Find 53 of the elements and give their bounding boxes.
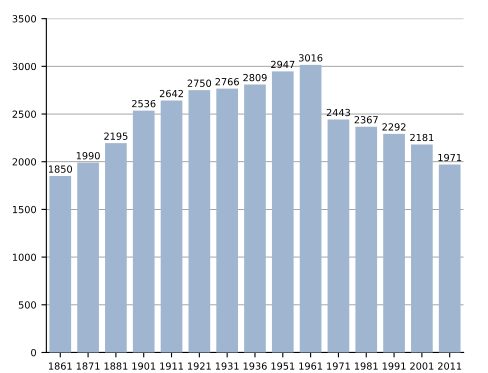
data-label: 2809 — [243, 74, 267, 82]
data-label: 3016 — [298, 54, 322, 62]
x-tick-label: 1911 — [160, 362, 184, 370]
x-tick-label: 2011 — [438, 362, 462, 370]
y-tick-label: 500 — [18, 301, 36, 309]
x-tick-label: 1901 — [132, 362, 156, 370]
x-tick-label: 1981 — [354, 362, 378, 370]
y-tick-label: 0 — [31, 348, 36, 356]
bar — [105, 143, 127, 352]
data-label: 2292 — [382, 123, 406, 131]
bar — [188, 90, 210, 352]
x-tick-label: 1871 — [76, 362, 100, 370]
data-label: 2947 — [271, 60, 294, 68]
data-label: 2750 — [188, 80, 212, 87]
x-tick-label: 1951 — [271, 362, 294, 370]
y-tick-label: 1500 — [12, 206, 36, 214]
data-label: 1850 — [48, 165, 72, 173]
bar — [438, 164, 461, 352]
y-tick-label: 2000 — [12, 158, 36, 166]
y-tick-label: 3500 — [12, 15, 36, 22]
x-tick-label: 2001 — [410, 362, 434, 370]
bar — [160, 100, 182, 352]
bar — [411, 144, 433, 352]
x-tick-label: 1991 — [382, 362, 406, 370]
data-label: 1990 — [76, 152, 100, 160]
data-label: 2367 — [354, 116, 378, 124]
y-tick-label: 2500 — [12, 110, 36, 118]
x-tick-label: 1881 — [104, 362, 128, 370]
x-tick-label: 1971 — [327, 362, 350, 370]
bar — [300, 64, 322, 352]
bar — [244, 84, 266, 352]
data-label: 1971 — [438, 154, 462, 162]
bar — [49, 176, 72, 352]
bar — [216, 88, 238, 352]
bar — [383, 134, 405, 352]
data-label: 2195 — [104, 132, 128, 140]
x-tick-label: 1961 — [299, 362, 322, 370]
x-tick-label: 1936 — [244, 362, 267, 370]
y-tick-label: 3000 — [12, 62, 36, 70]
bar — [77, 162, 99, 352]
data-label: 2536 — [132, 100, 156, 108]
bar — [272, 71, 294, 352]
x-tick-label: 1921 — [188, 362, 211, 370]
data-label: 2642 — [160, 90, 183, 98]
data-label: 2766 — [216, 78, 239, 86]
bar — [132, 110, 155, 352]
data-label: 2181 — [410, 134, 434, 142]
bar — [328, 119, 350, 352]
y-tick-label: 1000 — [12, 254, 36, 261]
data-label: 2443 — [326, 108, 350, 116]
x-tick-label: 1931 — [216, 362, 239, 370]
bar — [355, 126, 378, 352]
x-tick-label: 1861 — [48, 362, 72, 370]
